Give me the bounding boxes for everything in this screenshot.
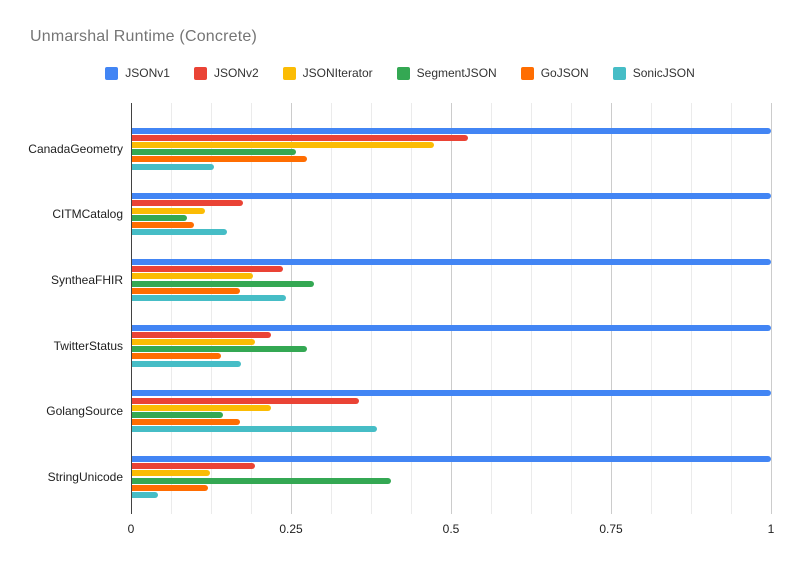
legend-item-JSONv2[interactable]: JSONv2 [193,66,259,80]
bar-StringUnicode-JSONIterator[interactable] [132,470,210,477]
legend-label: JSONv1 [125,66,170,80]
legend-swatch-icon [193,66,207,80]
gridline [251,103,252,514]
legend-swatch-icon [105,66,119,80]
bar-SyntheaFHIR-JSONIterator[interactable] [132,273,253,280]
plot-area [131,103,772,514]
x-tick-label-0.75: 0.75 [599,522,623,536]
legend-swatch-icon [282,66,296,80]
gridline [411,103,412,514]
bar-CITMCatalog-GoJSON[interactable] [132,222,194,228]
bar-CITMCatalog-JSONv1[interactable] [132,193,771,200]
bar-GolangSource-SegmentJSON[interactable] [132,411,223,418]
bar-CanadaGeometry-JSONv1[interactable] [132,127,771,134]
gridline [331,103,332,514]
legend-label: JSONIterator [302,66,373,80]
bar-StringUnicode-GoJSON[interactable] [132,484,208,491]
legend-item-SegmentJSON[interactable]: SegmentJSON [396,66,497,80]
category-label-SyntheaFHIR: SyntheaFHIR [50,272,123,287]
gridline [451,103,452,514]
bar-TwitterStatus-SonicJSON[interactable] [132,360,242,367]
gridline [691,103,692,514]
category-label-CITMCatalog: CITMCatalog [52,207,123,222]
legend-item-JSONv1[interactable]: JSONv1 [105,66,170,80]
category-label-TwitterStatus: TwitterStatus [53,338,123,353]
bar-StringUnicode-SonicJSON[interactable] [132,492,158,498]
bar-CITMCatalog-JSONv2[interactable] [132,200,243,207]
gridline [531,103,532,514]
gridline [491,103,492,514]
bar-TwitterStatus-JSONv1[interactable] [132,324,771,331]
x-tick-label-0.5: 0.5 [442,522,460,536]
legend-label: JSONv2 [213,66,259,80]
bar-SyntheaFHIR-JSONv1[interactable] [132,258,771,265]
x-tick-label-0.25: 0.25 [279,522,303,536]
legend-item-JSONIterator[interactable]: JSONIterator [282,66,373,80]
bar-CITMCatalog-SegmentJSON[interactable] [132,214,188,221]
bar-CanadaGeometry-JSONIterator[interactable] [132,141,434,148]
legend: JSONv1 JSONv2 JSONIterator SegmentJSON GoJSO… [0,66,800,80]
gridline [291,103,292,514]
bar-GolangSource-SonicJSON[interactable] [132,426,378,433]
gridline [651,103,652,514]
bar-CanadaGeometry-GoJSON[interactable] [132,156,307,163]
bar-TwitterStatus-JSONIterator[interactable] [132,339,256,345]
bar-TwitterStatus-SegmentJSON[interactable] [132,346,307,353]
legend-label: SonicJSON [632,66,695,80]
legend-swatch-icon [612,66,626,80]
gridline [771,103,772,514]
legend-swatch-icon [396,66,410,80]
bar-TwitterStatus-JSONv2[interactable] [132,331,272,338]
bar-GolangSource-JSONv1[interactable] [132,390,771,397]
chart-title: Unmarshal Runtime (Concrete) [30,28,258,45]
bar-GolangSource-JSONIterator[interactable] [132,404,272,411]
legend-item-GoJSON[interactable]: GoJSON [520,66,589,80]
category-label-CanadaGeometry: CanadaGeometry [28,141,123,156]
bar-StringUnicode-SegmentJSON[interactable] [132,477,391,484]
bar-StringUnicode-JSONv2[interactable] [132,463,256,470]
bar-CanadaGeometry-JSONv2[interactable] [132,134,469,141]
gridline [371,103,372,514]
category-label-GolangSource: GolangSource [46,404,123,419]
gridline [611,103,612,514]
bar-CITMCatalog-JSONIterator[interactable] [132,207,205,214]
legend-label: GoJSON [540,66,589,80]
legend-label: SegmentJSON [416,66,497,80]
legend-swatch-icon [520,66,534,80]
gridline [211,103,212,514]
bar-GolangSource-GoJSON[interactable] [132,419,240,426]
bar-GolangSource-JSONv2[interactable] [132,397,359,404]
bar-TwitterStatus-GoJSON[interactable] [132,353,222,360]
bar-CanadaGeometry-SonicJSON[interactable] [132,163,215,170]
legend-item-SonicJSON[interactable]: SonicJSON [612,66,695,80]
bar-SyntheaFHIR-SonicJSON[interactable] [132,294,286,301]
bar-StringUnicode-JSONv1[interactable] [132,456,771,462]
gridline [731,103,732,514]
x-tick-label-0: 0 [127,522,135,536]
x-tick-label-1: 1 [767,522,775,536]
bar-CITMCatalog-SonicJSON[interactable] [132,229,227,236]
bar-CanadaGeometry-SegmentJSON[interactable] [132,149,297,156]
bar-SyntheaFHIR-SegmentJSON[interactable] [132,280,315,287]
gridline [571,103,572,514]
category-label-StringUnicode: StringUnicode [47,470,123,484]
bar-SyntheaFHIR-GoJSON[interactable] [132,287,240,294]
zero-axis-line [131,103,132,514]
gridline [171,103,172,514]
bar-SyntheaFHIR-JSONv2[interactable] [132,266,284,273]
